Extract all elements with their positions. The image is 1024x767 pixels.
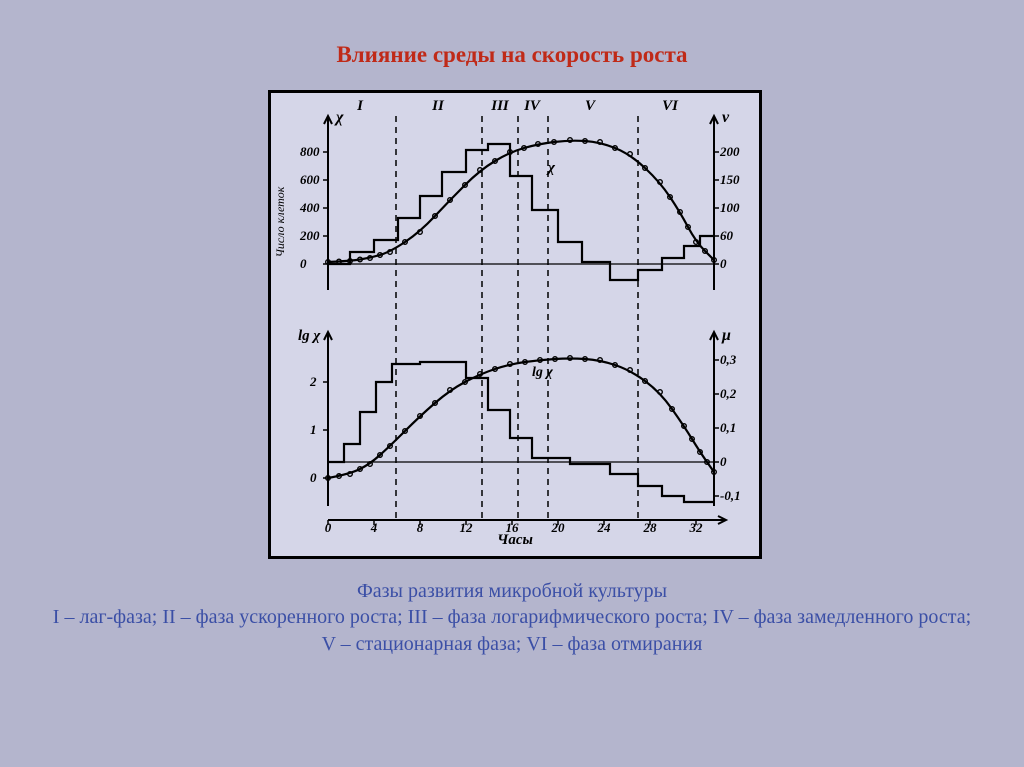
figure-svg: IIIIIIIVVVI8006004002000200150100600χvЧи… [270,92,760,557]
svg-text:lg χ: lg χ [298,328,321,344]
svg-text:2: 2 [309,374,317,389]
svg-text:0,1: 0,1 [720,420,736,435]
growth-figure: IIIIIIIVVVI8006004002000200150100600χvЧи… [268,90,762,559]
svg-text:600: 600 [300,172,320,187]
svg-text:V: V [585,98,597,114]
svg-text:VI: VI [662,98,679,114]
svg-text:150: 150 [720,172,740,187]
svg-text:II: II [431,98,445,114]
svg-text:12: 12 [460,520,474,535]
svg-text:20: 20 [551,520,566,535]
svg-text:28: 28 [643,520,658,535]
svg-text:v: v [722,109,730,126]
svg-text:-0,1: -0,1 [720,488,741,503]
svg-text:III: III [490,98,510,114]
svg-text:0: 0 [300,256,307,271]
svg-text:Число клеток: Число клеток [273,186,287,257]
svg-text:Часы: Часы [497,532,533,548]
caption-line2: I – лаг-фаза; II – фаза ускоренного рост… [51,604,973,658]
svg-text:1: 1 [310,422,317,437]
svg-text:0: 0 [325,520,332,535]
svg-text:24: 24 [597,520,612,535]
svg-text:0,2: 0,2 [720,386,737,401]
svg-text:0: 0 [720,454,727,469]
svg-text:800: 800 [300,144,320,159]
svg-text:8: 8 [417,520,424,535]
svg-text:32: 32 [689,520,704,535]
svg-text:60: 60 [720,228,734,243]
svg-text:200: 200 [299,228,320,243]
svg-text:I: I [356,98,364,114]
caption-line1: Фазы развития микробной культуры [51,578,973,605]
svg-text:4: 4 [370,520,378,535]
svg-text:μ: μ [721,327,731,344]
svg-text:χ: χ [334,109,344,126]
svg-text:400: 400 [299,200,320,215]
svg-text:lg χ: lg χ [532,365,553,380]
svg-text:100: 100 [720,200,740,215]
svg-text:0,3: 0,3 [720,352,737,367]
svg-text:200: 200 [719,144,740,159]
slide-title: Влияние среды на скорость роста [0,42,1024,68]
svg-text:0: 0 [310,470,317,485]
svg-text:0: 0 [720,256,727,271]
svg-text:χ: χ [546,160,556,176]
svg-text:IV: IV [523,98,542,114]
